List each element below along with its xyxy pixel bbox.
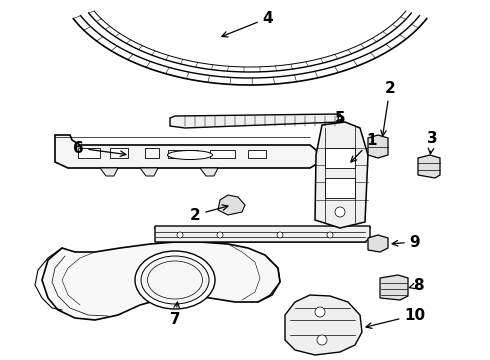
Bar [110, 148, 128, 158]
Circle shape [327, 232, 333, 238]
Bar [210, 150, 235, 158]
Bar [78, 148, 100, 158]
Polygon shape [200, 168, 218, 176]
Polygon shape [55, 135, 320, 168]
Polygon shape [315, 122, 368, 228]
Polygon shape [140, 168, 158, 176]
Bar [168, 150, 198, 158]
Text: 6: 6 [73, 140, 126, 157]
Circle shape [335, 207, 345, 217]
Text: 9: 9 [392, 234, 420, 249]
Polygon shape [418, 155, 440, 178]
Text: 7: 7 [170, 302, 180, 328]
Text: 4: 4 [222, 10, 273, 37]
Text: 10: 10 [366, 307, 425, 328]
Polygon shape [380, 275, 408, 300]
Ellipse shape [168, 150, 213, 159]
Circle shape [217, 232, 223, 238]
Text: 1: 1 [351, 132, 377, 162]
Polygon shape [218, 195, 245, 215]
Bar [248, 150, 266, 158]
Polygon shape [42, 242, 280, 320]
Text: 2: 2 [190, 205, 228, 222]
Bar [325, 178, 355, 198]
Circle shape [315, 307, 325, 317]
Polygon shape [155, 226, 370, 242]
Text: 2: 2 [381, 81, 395, 136]
Text: 5: 5 [335, 111, 345, 126]
Ellipse shape [141, 256, 209, 304]
Circle shape [277, 232, 283, 238]
Bar [325, 148, 355, 168]
Text: 8: 8 [409, 278, 423, 292]
Text: 3: 3 [427, 131, 437, 154]
Circle shape [177, 232, 183, 238]
Bar [145, 148, 159, 158]
Ellipse shape [135, 251, 215, 309]
Polygon shape [100, 168, 118, 176]
Polygon shape [368, 135, 388, 158]
Polygon shape [285, 295, 362, 355]
Ellipse shape [147, 261, 202, 299]
Polygon shape [170, 114, 342, 128]
Polygon shape [368, 235, 388, 252]
Circle shape [317, 335, 327, 345]
